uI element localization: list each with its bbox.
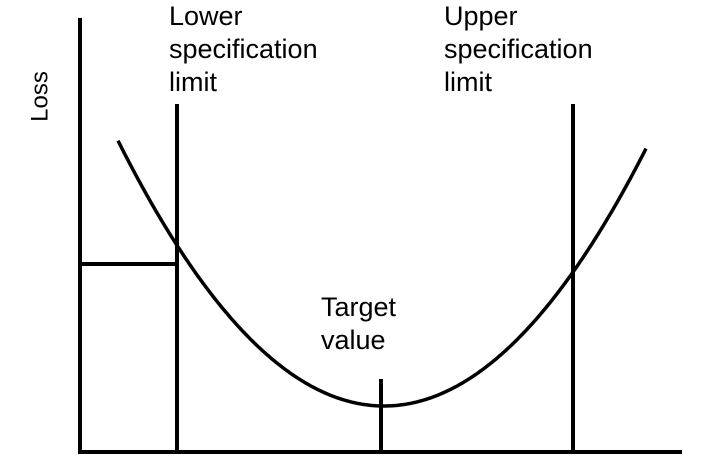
target-label-line-2: value	[321, 325, 386, 355]
lower-limit-label-line-3: limit	[169, 67, 217, 97]
lower-limit-label-line-1: Lower	[169, 1, 243, 31]
upper-limit-label-line-2: specification	[444, 34, 593, 64]
quadratic-loss-curve	[116, 139, 648, 408]
upper-specification-limit-label: Upper specification limit	[444, 0, 593, 99]
lower-limit-label-line-2: specification	[169, 34, 318, 64]
upper-limit-label-line-1: Upper	[444, 1, 518, 31]
lower-specification-limit-label: Lower specification limit	[169, 0, 318, 99]
target-label-line-1: Target	[321, 292, 397, 322]
upper-limit-label-line-3: limit	[444, 67, 492, 97]
y-axis-label: Loss	[26, 71, 54, 122]
target-value-label: Target value	[321, 291, 396, 357]
